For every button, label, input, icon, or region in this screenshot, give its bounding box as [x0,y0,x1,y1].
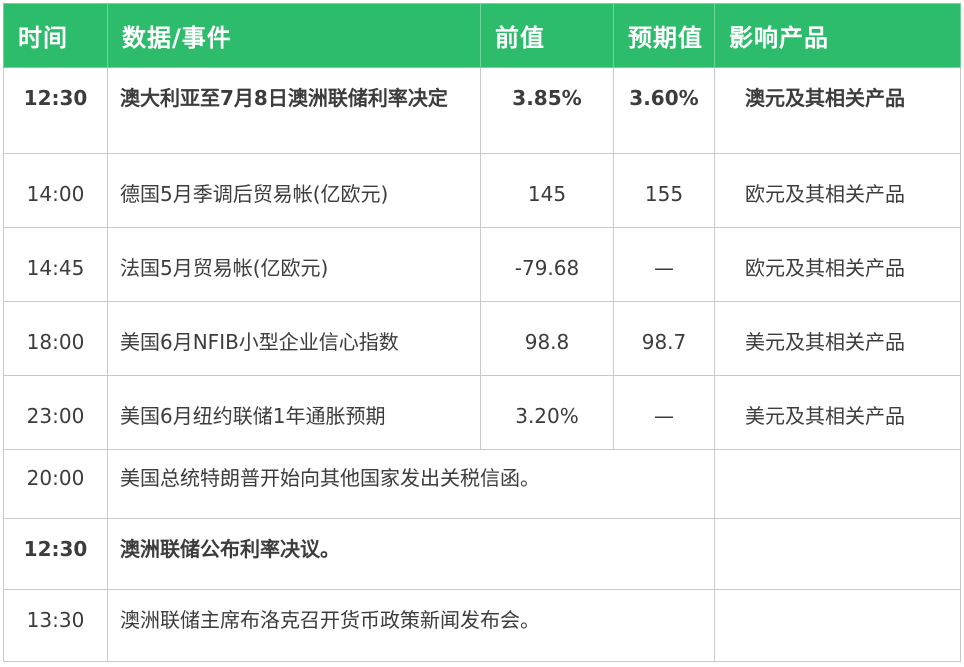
economic-calendar-table: 时间 数据/事件 前值 预期值 影响产品 12:30 澳大利亚至7月8日澳洲联储… [3,3,961,662]
event-description: 澳洲联储公布利率决议。 [107,518,715,590]
table-row: 18:00 美国6月NFIB小型企业信心指数 98.8 98.7 美元及其相关产… [3,301,961,376]
row-event: 美国6月NFIB小型企业信心指数 [107,301,481,376]
header-event: 数据/事件 [107,3,481,68]
event-impact-empty [714,589,961,662]
table-row: 14:00 德国5月季调后贸易帐(亿欧元) 145 155 欧元及其相关产品 [3,153,961,228]
table-row: 13:30 澳洲联储主席布洛克召开货币政策新闻发布会。 [3,589,961,662]
row-impact: 欧元及其相关产品 [714,227,961,302]
table-header-row: 时间 数据/事件 前值 预期值 影响产品 [3,3,961,68]
event-description: 美国总统特朗普开始向其他国家发出关税信函。 [107,449,715,519]
row-time: 23:00 [3,375,108,450]
table-row: 20:00 美国总统特朗普开始向其他国家发出关税信函。 [3,449,961,519]
row-event: 美国6月纽约联储1年通胀预期 [107,375,481,450]
row-impact: 美元及其相关产品 [714,301,961,376]
row-forecast: — [613,375,715,450]
row-time: 12:30 [3,67,108,154]
event-description: 澳洲联储主席布洛克召开货币政策新闻发布会。 [107,589,715,662]
header-impact: 影响产品 [714,3,961,68]
row-forecast: 3.60% [613,67,715,154]
row-event: 德国5月季调后贸易帐(亿欧元) [107,153,481,228]
table-row: 12:30 澳洲联储公布利率决议。 [3,518,961,590]
event-time: 13:30 [3,589,108,662]
row-impact: 澳元及其相关产品 [714,67,961,154]
header-prev: 前值 [480,3,614,68]
event-impact-empty [714,518,961,590]
row-forecast: 98.7 [613,301,715,376]
table-row: 14:45 法国5月贸易帐(亿欧元) -79.68 — 欧元及其相关产品 [3,227,961,302]
row-prev: 3.20% [480,375,614,450]
row-prev: -79.68 [480,227,614,302]
event-time: 20:00 [3,449,108,519]
row-time: 14:45 [3,227,108,302]
table-row: 12:30 澳大利亚至7月8日澳洲联储利率决定 3.85% 3.60% 澳元及其… [3,67,961,154]
header-time: 时间 [3,3,108,68]
row-impact: 美元及其相关产品 [714,375,961,450]
row-prev: 3.85% [480,67,614,154]
table-row: 23:00 美国6月纽约联储1年通胀预期 3.20% — 美元及其相关产品 [3,375,961,450]
event-time: 12:30 [3,518,108,590]
row-time: 14:00 [3,153,108,228]
row-prev: 98.8 [480,301,614,376]
row-event: 澳大利亚至7月8日澳洲联储利率决定 [107,67,481,154]
event-impact-empty [714,449,961,519]
header-forecast: 预期值 [613,3,715,68]
row-time: 18:00 [3,301,108,376]
row-prev: 145 [480,153,614,228]
row-forecast: 155 [613,153,715,228]
row-event: 法国5月贸易帐(亿欧元) [107,227,481,302]
row-forecast: — [613,227,715,302]
row-impact: 欧元及其相关产品 [714,153,961,228]
